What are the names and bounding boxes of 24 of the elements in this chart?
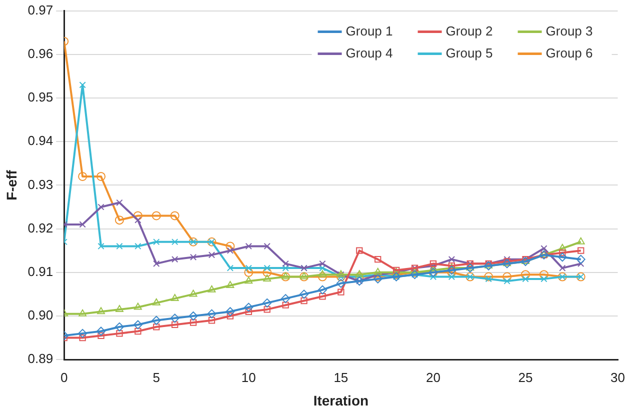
legend-label: Group 3: [546, 23, 593, 38]
y-tick-label: 0.92: [28, 220, 54, 236]
legend-label: Group 4: [346, 45, 393, 60]
legend-label: Group 1: [346, 23, 393, 38]
y-tick-label: 0.93: [28, 176, 54, 192]
x-tick-label: 5: [152, 370, 160, 385]
y-tick-label: 0.90: [28, 308, 54, 323]
y-tick-label: 0.95: [28, 90, 54, 105]
x-tick-label: 10: [241, 370, 256, 385]
x-tick-label: 30: [610, 370, 626, 385]
y-tick-label: 0.91: [28, 264, 54, 279]
x-tick-label: 15: [334, 370, 348, 385]
y-axis-title: F-eff: [3, 170, 20, 200]
x-tick-label: 0: [60, 370, 68, 385]
legend-label: Group 6: [546, 45, 593, 60]
x-tick-label: 25: [518, 370, 533, 385]
x-axis-title: Iteration: [313, 392, 369, 408]
x-tick-label: 20: [426, 370, 440, 385]
legend-label: Group 5: [446, 45, 493, 60]
y-tick-label: 0.97: [28, 2, 54, 18]
y-tick-label: 0.94: [28, 133, 54, 148]
y-tick-label: 0.96: [28, 46, 54, 61]
legend-label: Group 2: [446, 23, 493, 38]
y-tick-label: 0.89: [28, 351, 54, 366]
